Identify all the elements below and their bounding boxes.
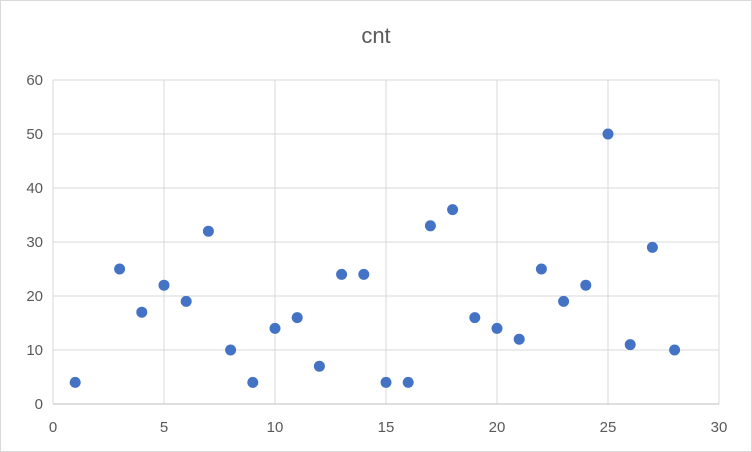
data-point (580, 280, 591, 291)
data-point (536, 264, 547, 275)
data-point (403, 377, 414, 388)
x-tick-label: 5 (160, 419, 168, 436)
data-point (625, 339, 636, 350)
data-point (203, 226, 214, 237)
y-tick-label: 60 (26, 72, 43, 89)
grid-lines (53, 80, 719, 404)
data-point (114, 264, 125, 275)
data-point (647, 242, 658, 253)
data-point (336, 269, 347, 280)
x-tick-label: 0 (49, 419, 57, 436)
y-tick-label: 20 (26, 288, 43, 305)
data-point (492, 323, 503, 334)
data-point (469, 312, 480, 323)
data-point (314, 361, 325, 372)
y-tick-label: 30 (26, 234, 43, 251)
data-point (136, 307, 147, 318)
data-point (425, 220, 436, 231)
y-tick-label: 10 (26, 342, 43, 359)
data-point (159, 280, 170, 291)
x-tick-label: 20 (489, 419, 506, 436)
x-tick-label: 30 (711, 419, 728, 436)
tick-labels: 0 10 20 30 40 50 60 0 5 10 15 20 25 30 (26, 72, 727, 436)
x-tick-label: 10 (267, 419, 284, 436)
data-point (247, 377, 258, 388)
y-tick-label: 0 (35, 396, 43, 413)
data-point (181, 296, 192, 307)
data-point (292, 312, 303, 323)
y-tick-label: 40 (26, 180, 43, 197)
data-point (669, 345, 680, 356)
data-point (381, 377, 392, 388)
data-point (447, 204, 458, 215)
y-tick-label: 50 (26, 126, 43, 143)
data-points (70, 129, 680, 388)
data-point (70, 377, 81, 388)
data-point (270, 323, 281, 334)
data-point (558, 296, 569, 307)
data-point (603, 129, 614, 140)
x-tick-label: 15 (378, 419, 395, 436)
x-tick-label: 25 (600, 419, 617, 436)
data-point (225, 345, 236, 356)
data-point (358, 269, 369, 280)
data-point (514, 334, 525, 345)
